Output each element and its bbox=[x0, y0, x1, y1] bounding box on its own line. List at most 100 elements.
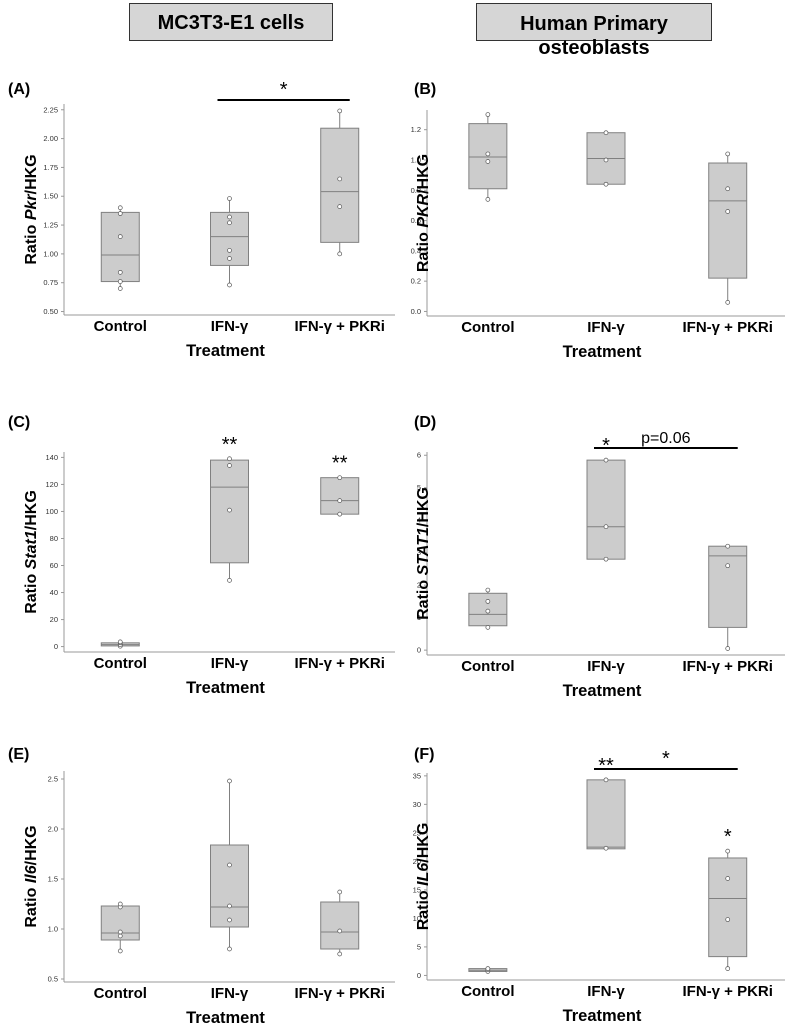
box-3 bbox=[708, 545, 748, 628]
data-point bbox=[337, 951, 343, 957]
x-axis-title: Treatment bbox=[186, 342, 265, 360]
data-point bbox=[117, 234, 123, 239]
y-tick-label: 120 bbox=[45, 480, 58, 489]
data-point bbox=[117, 205, 123, 211]
x-category-label: IFN-γ + PKRi bbox=[683, 658, 773, 675]
panel-e: 0.5 1.0 1.5 2.0 2.5 Control IFN-γ IFN-γ + PKRi T… bbox=[8, 746, 395, 1027]
y-tick-label: 5 bbox=[417, 483, 421, 492]
y-axis-title-gene: Il6 bbox=[23, 865, 40, 883]
data-point bbox=[117, 279, 123, 284]
data-point bbox=[117, 929, 123, 935]
data-point bbox=[485, 587, 491, 593]
x-category-label: Control bbox=[461, 319, 514, 336]
y-tick-label: 100 bbox=[45, 507, 58, 516]
y-axis-title: Ratio Stat1/HKG bbox=[23, 490, 40, 614]
x-axis-title: Treatment bbox=[563, 343, 642, 361]
y-tick-label: 1 bbox=[417, 613, 421, 622]
y-axis-title: Ratio PKR/HKG bbox=[415, 154, 432, 272]
y-tick-label: 0.4 bbox=[411, 246, 421, 255]
panel-label: (A) bbox=[8, 81, 30, 98]
data-point bbox=[725, 848, 731, 854]
box-2 bbox=[210, 844, 249, 928]
y-axis-title: Ratio STAT1/HKG bbox=[415, 487, 432, 620]
y-axis-title-prefix: Ratio bbox=[23, 220, 40, 264]
column-header-mc3t3-text: MC3T3-E1 cells bbox=[157, 12, 305, 34]
data-point bbox=[485, 112, 491, 117]
x-category-label: IFN-γ + PKRi bbox=[295, 318, 385, 335]
y-tick-label: 4 bbox=[417, 516, 421, 525]
data-point bbox=[227, 578, 232, 583]
y-tick-label: 140 bbox=[45, 453, 58, 462]
y-axis-title-prefix: Ratio bbox=[415, 575, 432, 619]
x-category-label: IFN-γ + PKRi bbox=[683, 319, 773, 336]
bracket-label: * bbox=[662, 748, 670, 770]
data-point bbox=[117, 286, 123, 291]
data-point bbox=[227, 282, 232, 288]
y-tick-label: 1.0 bbox=[411, 155, 421, 164]
data-point bbox=[337, 176, 343, 182]
data-point bbox=[603, 130, 609, 136]
y-tick-label: 0 bbox=[417, 971, 421, 980]
box-2 bbox=[586, 459, 626, 560]
x-category-label: Control bbox=[94, 655, 147, 672]
x-category-label: Control bbox=[94, 985, 147, 1002]
y-tick-label: 2.00 bbox=[43, 134, 58, 143]
x-category-label: Control bbox=[461, 658, 514, 675]
data-point bbox=[603, 524, 609, 530]
data-point bbox=[725, 876, 731, 881]
data-point bbox=[725, 563, 731, 569]
y-tick-label: 2 bbox=[417, 581, 421, 590]
box-3 bbox=[708, 162, 748, 279]
column-header-mc3t3: MC3T3-E1 cells bbox=[129, 3, 333, 41]
significance-star: ** bbox=[222, 434, 238, 456]
x-category-label: IFN-γ + PKRi bbox=[295, 655, 385, 672]
data-point bbox=[485, 966, 491, 971]
x-category-label: IFN-γ bbox=[211, 985, 249, 1002]
y-tick-label: 1.00 bbox=[43, 249, 58, 258]
y-tick-label: 20 bbox=[413, 857, 421, 866]
data-point bbox=[485, 197, 491, 202]
data-point bbox=[603, 777, 609, 783]
panel-c: 0 20 40 60 80 100 120 140 Control IFN-γ IFN-γ + PK… bbox=[8, 414, 395, 697]
y-tick-label: 5 bbox=[417, 942, 421, 951]
data-point bbox=[485, 608, 491, 614]
significance-star: * bbox=[602, 435, 610, 457]
data-point bbox=[227, 903, 232, 909]
x-category-label: IFN-γ bbox=[211, 655, 249, 672]
data-point bbox=[337, 108, 343, 114]
y-axis-title-suffix: /HKG bbox=[415, 823, 432, 863]
x-category-label: IFN-γ bbox=[587, 983, 625, 1000]
y-tick-label: 40 bbox=[50, 588, 58, 597]
x-axis-title: Treatment bbox=[186, 679, 265, 697]
y-tick-label: 3 bbox=[417, 548, 421, 557]
bracket-label: p=0.06 bbox=[641, 430, 690, 447]
box-3 bbox=[320, 901, 360, 950]
y-axis-title-gene: STAT1 bbox=[415, 527, 432, 575]
data-point bbox=[725, 209, 731, 214]
column-header-human-line1: Human Primary bbox=[520, 13, 668, 35]
data-point bbox=[227, 946, 232, 952]
y-tick-label: 30 bbox=[413, 800, 421, 809]
y-axis-title: Ratio Il6/HKG bbox=[23, 825, 40, 927]
y-axis-title-gene: IL6 bbox=[415, 863, 432, 886]
x-axis-title: Treatment bbox=[563, 1007, 642, 1025]
y-tick-label: 0 bbox=[54, 642, 58, 651]
y-tick-label: 35 bbox=[413, 771, 421, 780]
data-point bbox=[337, 498, 343, 503]
significance-star: ** bbox=[598, 755, 614, 777]
y-tick-label: 0.75 bbox=[43, 278, 58, 287]
data-point bbox=[337, 511, 343, 517]
y-axis-title-suffix: /HKG bbox=[23, 154, 40, 194]
y-axis-title-suffix: /HKG bbox=[415, 154, 432, 194]
y-tick-label: 0.6 bbox=[411, 216, 421, 225]
data-point bbox=[337, 204, 343, 209]
data-point bbox=[227, 917, 232, 923]
y-axis-title-gene: PKR bbox=[415, 193, 432, 227]
panel-label: (B) bbox=[414, 81, 436, 98]
y-tick-label: 0 bbox=[417, 646, 421, 655]
data-point bbox=[117, 211, 123, 216]
y-tick-label: 1.50 bbox=[43, 192, 58, 201]
y-axis-title-prefix: Ratio bbox=[415, 886, 432, 930]
